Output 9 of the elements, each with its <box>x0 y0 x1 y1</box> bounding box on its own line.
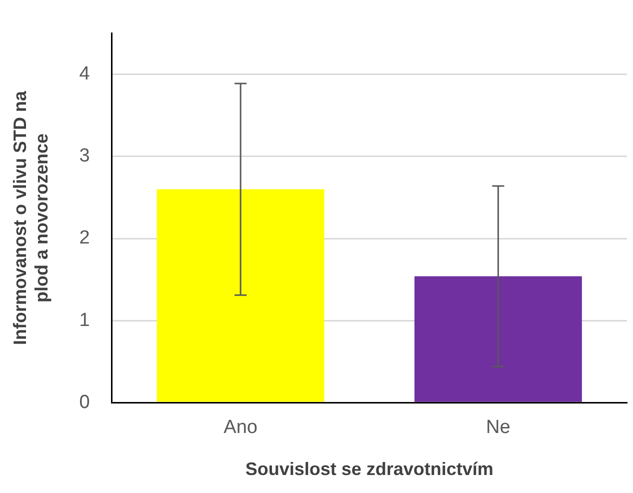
y-tick-label: 1 <box>79 310 90 331</box>
x-tick-label: Ano <box>224 417 258 438</box>
y-tick-label: 3 <box>79 146 90 167</box>
x-tick-label: Ne <box>486 417 510 438</box>
y-tick-label: 4 <box>79 64 90 85</box>
y-tick-label: 0 <box>79 392 90 413</box>
y-axis-title: Informovanost o vlivu STD na plod a novorozence <box>10 90 52 346</box>
y-tick-label: 2 <box>79 228 90 249</box>
x-axis-title: Souvislost se zdravotnictvím <box>245 459 494 480</box>
